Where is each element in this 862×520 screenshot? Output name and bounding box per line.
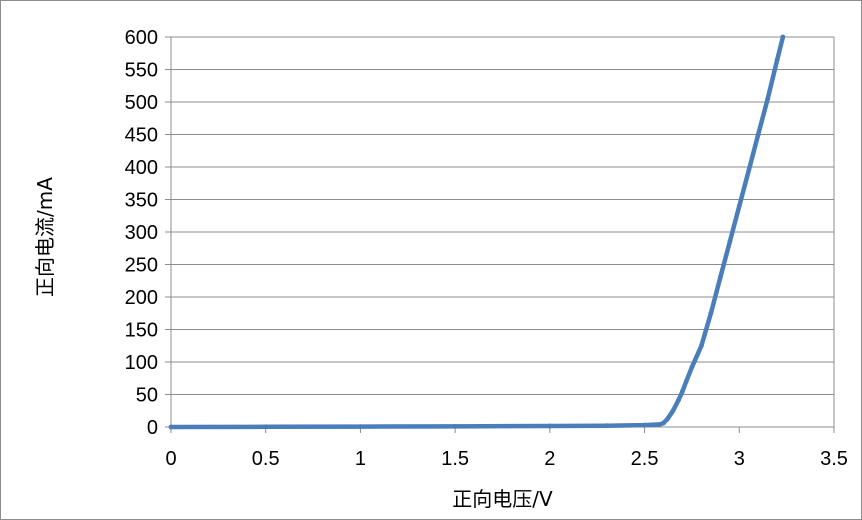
data-point: [642, 422, 647, 428]
data-point: [676, 397, 682, 403]
x-tick-label: 3: [734, 448, 745, 470]
data-point: [452, 423, 458, 429]
y-tick-label: 400: [125, 157, 158, 179]
data-point: [263, 424, 269, 430]
data-point: [680, 388, 685, 394]
y-tick-label: 50: [136, 385, 158, 407]
data-point: [604, 423, 610, 429]
data-point: [774, 57, 780, 63]
data-point: [657, 422, 663, 427]
y-axis-title: 正向电流/mA: [33, 177, 57, 297]
x-axis-title: 正向电压/V: [452, 487, 553, 511]
y-tick-label: 550: [125, 60, 158, 82]
x-tick-label: 3.5: [820, 448, 848, 470]
data-point: [746, 167, 752, 173]
y-tick-label: 500: [125, 92, 158, 114]
y-tick-label: 450: [125, 125, 158, 147]
data-point: [780, 34, 786, 40]
y-tick-label: 350: [125, 190, 158, 212]
data-point: [689, 364, 695, 370]
data-point: [717, 275, 723, 280]
y-tick-labels: 0 50 100 150 200 250 300 350 400 450 500 550 600: [125, 27, 158, 439]
data-point: [664, 416, 670, 422]
y-tick-label: 0: [147, 417, 158, 439]
y-tick-label: 250: [125, 255, 158, 277]
y-tick-label: 300: [125, 222, 158, 244]
data-point: [670, 408, 676, 414]
data-point: [358, 424, 363, 430]
data-point: [661, 420, 666, 426]
x-tick-label: 0.5: [252, 448, 280, 470]
gridlines: [171, 36, 834, 428]
data-point: [727, 239, 733, 245]
x-tick-label: 0: [165, 448, 176, 470]
y-tick-label: 200: [125, 287, 158, 309]
y-tick-label: 600: [125, 27, 158, 49]
x-tick-label: 1: [355, 448, 366, 470]
x-tick-labels: 0 0.5 1 1.5 2 2.5 3 3.5: [165, 448, 847, 470]
x-tick-label: 2.5: [631, 448, 659, 470]
series-layer: [168, 34, 786, 430]
data-point: [683, 379, 689, 384]
data-point: [168, 424, 174, 430]
y-tick-label: 100: [125, 352, 158, 374]
data-point: [755, 132, 761, 137]
y-tick-label: 150: [125, 320, 158, 342]
data-point: [736, 203, 742, 209]
x-tick-label: 1.5: [441, 448, 469, 470]
data-point: [547, 423, 553, 429]
data-point: [765, 96, 771, 102]
x-tick-label: 2: [544, 448, 555, 470]
data-point: [708, 310, 714, 316]
data-point: [699, 343, 704, 349]
